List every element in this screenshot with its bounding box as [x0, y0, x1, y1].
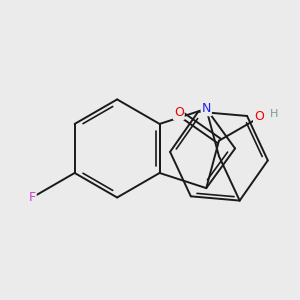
Text: O: O [254, 110, 264, 123]
Text: O: O [174, 106, 184, 119]
Text: F: F [28, 191, 36, 204]
Text: H: H [270, 109, 279, 119]
Text: N: N [202, 102, 211, 115]
